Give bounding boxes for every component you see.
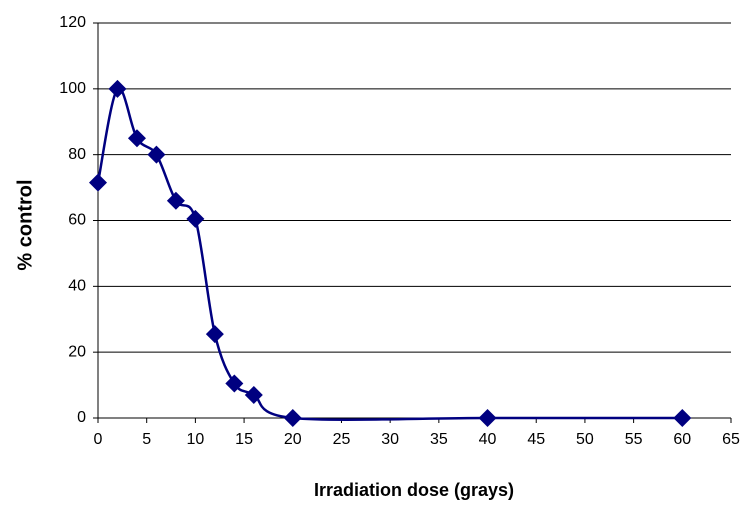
x-tick-label: 20 (284, 431, 302, 448)
data-point (186, 209, 205, 228)
data-point (108, 79, 127, 98)
data-point (89, 173, 107, 192)
x-tick-label: 30 (381, 431, 399, 448)
y-tick-label: 40 (68, 278, 86, 295)
y-tick-label: 80 (68, 146, 86, 163)
x-tick-label: 40 (479, 431, 497, 448)
x-tick-label: 25 (333, 431, 351, 448)
y-tick-label: 0 (77, 409, 86, 426)
x-tick-label: 5 (142, 431, 151, 448)
data-point (478, 409, 497, 427)
data-point (673, 409, 692, 427)
y-tick-label: 60 (68, 212, 86, 229)
data-point (225, 374, 244, 393)
data-point (205, 325, 224, 344)
x-tick-label: 0 (94, 431, 103, 448)
x-tick-label: 60 (673, 431, 691, 448)
x-tick-label: 50 (576, 431, 594, 448)
data-point (166, 191, 185, 210)
x-tick-label: 65 (722, 431, 740, 448)
y-axis-label: % control (14, 179, 36, 270)
series-line (96, 86, 683, 421)
x-tick-label: 10 (186, 431, 204, 448)
data-point (283, 409, 302, 427)
x-axis-label: Irradiation dose (grays) (314, 480, 514, 500)
x-tick-label: 15 (235, 431, 253, 448)
x-tick-label: 55 (625, 431, 643, 448)
data-point (127, 129, 146, 148)
y-tick-label: 120 (59, 14, 86, 31)
data-point (244, 385, 263, 404)
x-tick-label: 45 (527, 431, 545, 448)
y-tick-label: 100 (59, 80, 86, 97)
x-tick-label: 35 (430, 431, 448, 448)
y-tick-label: 20 (68, 343, 86, 360)
data-point (147, 145, 166, 164)
